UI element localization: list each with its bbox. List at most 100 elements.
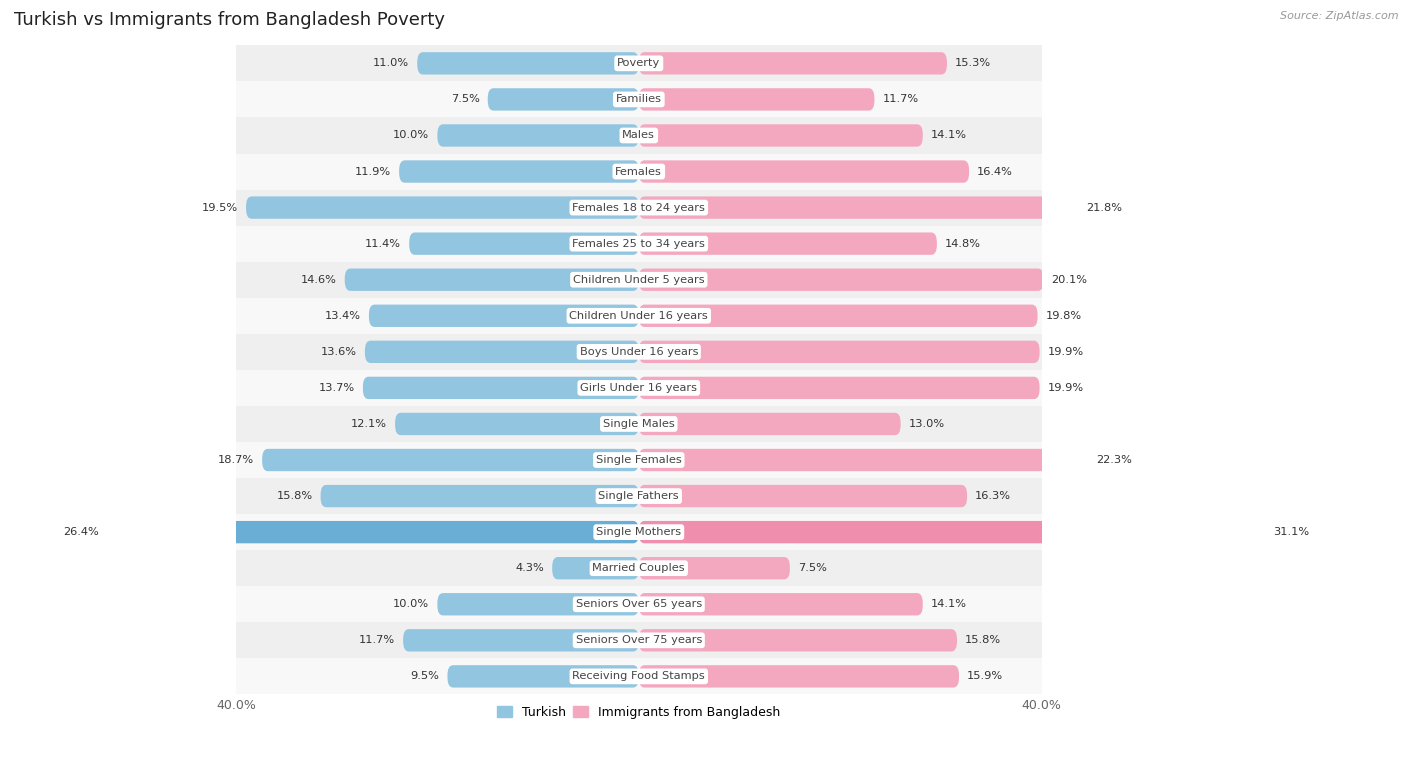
FancyBboxPatch shape bbox=[409, 233, 638, 255]
Text: 31.1%: 31.1% bbox=[1274, 527, 1309, 537]
FancyBboxPatch shape bbox=[638, 413, 901, 435]
FancyBboxPatch shape bbox=[638, 124, 922, 146]
FancyBboxPatch shape bbox=[107, 521, 638, 543]
Text: Seniors Over 65 years: Seniors Over 65 years bbox=[575, 600, 702, 609]
Text: 12.1%: 12.1% bbox=[352, 419, 387, 429]
FancyBboxPatch shape bbox=[418, 52, 638, 74]
Text: 13.0%: 13.0% bbox=[908, 419, 945, 429]
Text: Single Males: Single Males bbox=[603, 419, 675, 429]
FancyBboxPatch shape bbox=[638, 233, 936, 255]
Text: 16.3%: 16.3% bbox=[976, 491, 1011, 501]
FancyBboxPatch shape bbox=[638, 88, 875, 111]
FancyBboxPatch shape bbox=[363, 377, 638, 399]
Text: Single Mothers: Single Mothers bbox=[596, 527, 682, 537]
Bar bbox=[236, 478, 1042, 514]
Legend: Turkish, Immigrants from Bangladesh: Turkish, Immigrants from Bangladesh bbox=[492, 701, 786, 724]
Text: Single Females: Single Females bbox=[596, 455, 682, 465]
Bar bbox=[236, 586, 1042, 622]
FancyBboxPatch shape bbox=[246, 196, 638, 219]
Bar bbox=[236, 370, 1042, 406]
Bar bbox=[236, 45, 1042, 81]
Text: 4.3%: 4.3% bbox=[516, 563, 544, 573]
FancyBboxPatch shape bbox=[638, 377, 1039, 399]
Text: Girls Under 16 years: Girls Under 16 years bbox=[581, 383, 697, 393]
Text: Females 18 to 24 years: Females 18 to 24 years bbox=[572, 202, 706, 212]
Text: 21.8%: 21.8% bbox=[1085, 202, 1122, 212]
Text: 11.7%: 11.7% bbox=[883, 95, 918, 105]
Text: Boys Under 16 years: Boys Under 16 years bbox=[579, 347, 697, 357]
FancyBboxPatch shape bbox=[437, 124, 638, 146]
Text: Turkish vs Immigrants from Bangladesh Poverty: Turkish vs Immigrants from Bangladesh Po… bbox=[14, 11, 446, 30]
FancyBboxPatch shape bbox=[321, 485, 638, 507]
FancyBboxPatch shape bbox=[447, 666, 638, 688]
Text: 14.1%: 14.1% bbox=[931, 130, 967, 140]
Text: 15.9%: 15.9% bbox=[967, 672, 1004, 681]
Text: 7.5%: 7.5% bbox=[797, 563, 827, 573]
Bar bbox=[236, 190, 1042, 226]
FancyBboxPatch shape bbox=[404, 629, 638, 651]
FancyBboxPatch shape bbox=[638, 268, 1043, 291]
FancyBboxPatch shape bbox=[399, 161, 638, 183]
Text: Families: Families bbox=[616, 95, 662, 105]
Text: 11.4%: 11.4% bbox=[366, 239, 401, 249]
Bar bbox=[236, 659, 1042, 694]
Text: Single Fathers: Single Fathers bbox=[599, 491, 679, 501]
Bar bbox=[236, 154, 1042, 190]
Text: 16.4%: 16.4% bbox=[977, 167, 1014, 177]
Bar bbox=[236, 262, 1042, 298]
Text: Receiving Food Stamps: Receiving Food Stamps bbox=[572, 672, 706, 681]
FancyBboxPatch shape bbox=[366, 340, 638, 363]
Text: Poverty: Poverty bbox=[617, 58, 661, 68]
FancyBboxPatch shape bbox=[638, 340, 1039, 363]
FancyBboxPatch shape bbox=[638, 557, 790, 579]
Text: 19.8%: 19.8% bbox=[1046, 311, 1081, 321]
Text: 13.4%: 13.4% bbox=[325, 311, 361, 321]
FancyBboxPatch shape bbox=[638, 449, 1088, 471]
Text: 15.8%: 15.8% bbox=[965, 635, 1001, 645]
Text: 26.4%: 26.4% bbox=[63, 527, 98, 537]
Bar bbox=[236, 334, 1042, 370]
Text: 14.1%: 14.1% bbox=[931, 600, 967, 609]
FancyBboxPatch shape bbox=[638, 305, 1038, 327]
Text: 10.0%: 10.0% bbox=[394, 130, 429, 140]
Text: Children Under 5 years: Children Under 5 years bbox=[574, 274, 704, 285]
Text: 15.8%: 15.8% bbox=[277, 491, 312, 501]
Text: 19.9%: 19.9% bbox=[1047, 383, 1084, 393]
Text: Females 25 to 34 years: Females 25 to 34 years bbox=[572, 239, 706, 249]
Text: 13.6%: 13.6% bbox=[321, 347, 357, 357]
Bar bbox=[236, 226, 1042, 262]
FancyBboxPatch shape bbox=[437, 593, 638, 615]
Bar bbox=[236, 550, 1042, 586]
Text: Source: ZipAtlas.com: Source: ZipAtlas.com bbox=[1281, 11, 1399, 21]
Text: 11.7%: 11.7% bbox=[359, 635, 395, 645]
Text: Females: Females bbox=[616, 167, 662, 177]
Text: 14.8%: 14.8% bbox=[945, 239, 981, 249]
Text: 19.5%: 19.5% bbox=[202, 202, 238, 212]
Bar bbox=[236, 622, 1042, 659]
Text: Children Under 16 years: Children Under 16 years bbox=[569, 311, 709, 321]
FancyBboxPatch shape bbox=[638, 629, 957, 651]
Text: 11.9%: 11.9% bbox=[354, 167, 391, 177]
Text: Males: Males bbox=[623, 130, 655, 140]
Text: 22.3%: 22.3% bbox=[1097, 455, 1132, 465]
Bar bbox=[236, 81, 1042, 117]
FancyBboxPatch shape bbox=[368, 305, 638, 327]
Text: 15.3%: 15.3% bbox=[955, 58, 991, 68]
Text: 11.0%: 11.0% bbox=[373, 58, 409, 68]
Text: 7.5%: 7.5% bbox=[451, 95, 479, 105]
Bar bbox=[236, 298, 1042, 334]
Text: 13.7%: 13.7% bbox=[319, 383, 354, 393]
FancyBboxPatch shape bbox=[638, 485, 967, 507]
Text: 20.1%: 20.1% bbox=[1052, 274, 1088, 285]
Text: 19.9%: 19.9% bbox=[1047, 347, 1084, 357]
FancyBboxPatch shape bbox=[344, 268, 638, 291]
FancyBboxPatch shape bbox=[638, 521, 1265, 543]
FancyBboxPatch shape bbox=[488, 88, 638, 111]
FancyBboxPatch shape bbox=[553, 557, 638, 579]
FancyBboxPatch shape bbox=[638, 593, 922, 615]
FancyBboxPatch shape bbox=[638, 52, 948, 74]
FancyBboxPatch shape bbox=[262, 449, 638, 471]
Text: 14.6%: 14.6% bbox=[301, 274, 336, 285]
FancyBboxPatch shape bbox=[638, 161, 969, 183]
Bar bbox=[236, 406, 1042, 442]
